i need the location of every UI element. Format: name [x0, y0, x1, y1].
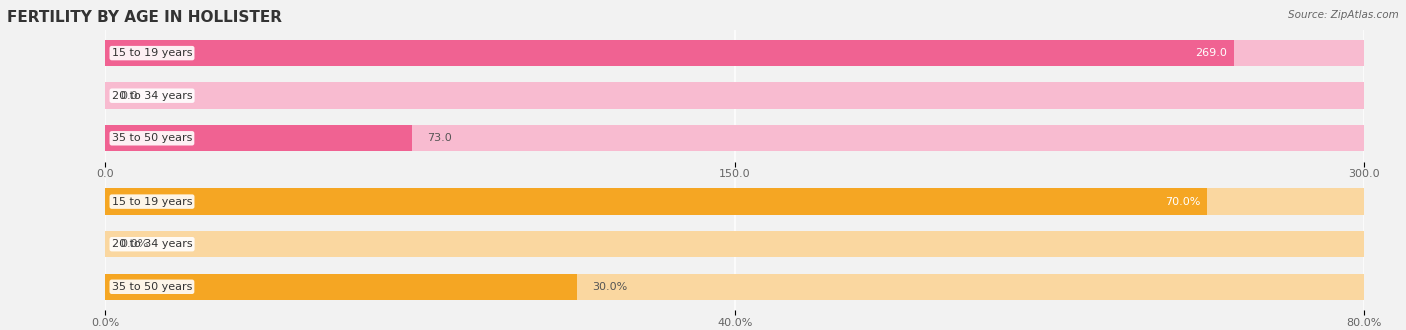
- Text: 20 to 34 years: 20 to 34 years: [111, 91, 193, 101]
- Bar: [105, 40, 1234, 66]
- Text: FERTILITY BY AGE IN HOLLISTER: FERTILITY BY AGE IN HOLLISTER: [7, 10, 283, 25]
- Text: 35 to 50 years: 35 to 50 years: [111, 133, 193, 143]
- Text: 0.0: 0.0: [121, 91, 138, 101]
- Text: 30.0%: 30.0%: [592, 282, 627, 292]
- Bar: [105, 125, 412, 151]
- Bar: [105, 274, 578, 300]
- Text: Source: ZipAtlas.com: Source: ZipAtlas.com: [1288, 10, 1399, 20]
- Bar: [105, 231, 1364, 257]
- Text: 15 to 19 years: 15 to 19 years: [111, 48, 193, 58]
- Text: 73.0: 73.0: [427, 133, 451, 143]
- Text: 15 to 19 years: 15 to 19 years: [111, 197, 193, 207]
- Text: 70.0%: 70.0%: [1164, 197, 1201, 207]
- Bar: [105, 82, 1364, 109]
- Bar: [105, 188, 1206, 215]
- Bar: [105, 274, 1364, 300]
- Bar: [105, 188, 1364, 215]
- Bar: [105, 40, 1364, 66]
- Text: 0.0%: 0.0%: [121, 239, 149, 249]
- Bar: [105, 125, 1364, 151]
- Text: 269.0: 269.0: [1195, 48, 1227, 58]
- Text: 20 to 34 years: 20 to 34 years: [111, 239, 193, 249]
- Text: 35 to 50 years: 35 to 50 years: [111, 282, 193, 292]
